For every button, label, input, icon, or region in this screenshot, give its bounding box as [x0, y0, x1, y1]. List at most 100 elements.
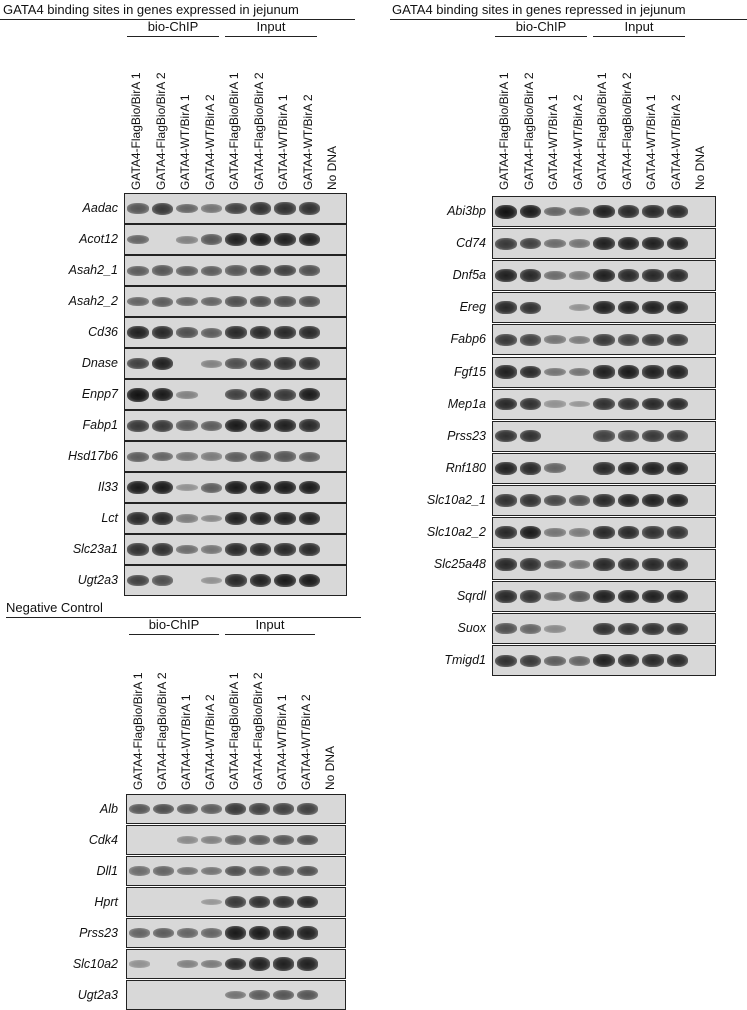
lane-label: GATA4-WT/BirA 1	[179, 694, 193, 790]
gene-label: Asah2_1	[68, 263, 118, 277]
gel-band	[127, 574, 149, 587]
gel-band	[568, 400, 590, 408]
gel-band	[298, 573, 320, 588]
gel-band	[274, 202, 296, 215]
gel-band	[495, 204, 517, 219]
gel-band	[666, 430, 688, 443]
gel-band	[201, 866, 222, 876]
gel-band	[274, 232, 296, 247]
gel-band	[593, 269, 615, 283]
gel-band	[666, 236, 688, 251]
gel-band	[617, 493, 639, 507]
gel-band	[127, 265, 149, 276]
lane-label: GATA4-WT/BirA 1	[178, 94, 192, 190]
lane-label: No DNA	[323, 745, 337, 790]
gel-band	[593, 493, 615, 507]
gel-band	[153, 866, 174, 876]
gel-band	[495, 623, 517, 635]
gel-band	[519, 365, 541, 379]
gel-band	[249, 451, 271, 462]
gel-band	[274, 357, 296, 370]
gel-band	[298, 232, 320, 247]
gel-band	[225, 451, 247, 462]
lane-label: GATA4-WT/BirA 1	[644, 94, 658, 190]
gel-strip	[126, 794, 346, 824]
gel-band	[151, 296, 173, 307]
title-rule	[6, 617, 361, 618]
gel-band	[249, 990, 270, 1000]
gel-band	[129, 960, 150, 968]
gel-band	[225, 232, 247, 247]
gel-band	[593, 301, 615, 315]
panel-title: GATA4 binding sites in genes repressed i…	[392, 2, 686, 17]
gel-band	[176, 420, 198, 431]
gene-label: Dnase	[81, 356, 118, 370]
gel-band	[666, 365, 688, 379]
gel-band	[151, 419, 173, 432]
gene-label: Hprt	[94, 895, 118, 909]
gel-band	[642, 333, 664, 346]
gel-band	[495, 237, 517, 250]
gel-band	[617, 558, 639, 571]
gel-band	[297, 957, 318, 971]
gel-band	[274, 451, 296, 462]
gene-label: Slc10a2_1	[426, 492, 486, 507]
gene-label: Suox	[457, 621, 487, 636]
gel-band	[544, 463, 566, 474]
gel-strip	[124, 255, 347, 286]
gel-strip	[124, 410, 347, 441]
gel-band	[642, 236, 664, 251]
gel-band	[642, 205, 664, 218]
gene-label: Ugt2a3	[77, 988, 118, 1002]
panel-title: GATA4 binding sites in genes expressed i…	[3, 2, 299, 17]
gene-label: Ugt2a3	[77, 573, 118, 587]
gel-band	[593, 461, 615, 475]
gel-band	[200, 452, 222, 461]
gel-band	[495, 333, 517, 346]
gene-label: Prss23	[447, 428, 486, 443]
gel-band	[151, 387, 173, 402]
gel-band	[127, 419, 149, 432]
gel-band	[225, 835, 246, 845]
gene-label: Cd36	[88, 325, 118, 339]
lane-label: GATA4-FlagBio/BirA 1	[227, 72, 241, 190]
gel-band	[519, 269, 541, 283]
gel-band	[200, 327, 222, 338]
gel-band	[249, 511, 271, 526]
gel-band	[225, 574, 247, 587]
gel-band	[666, 493, 688, 507]
gel-band	[200, 576, 222, 585]
gel-band	[495, 494, 517, 507]
gel-strip	[492, 613, 716, 645]
lane-label: GATA4-FlagBio/BirA 1	[497, 72, 511, 190]
gel-band	[568, 494, 590, 506]
gene-label: Acot12	[79, 232, 118, 246]
gel-band	[495, 558, 517, 571]
group-label-input: Input	[624, 19, 654, 34]
gel-band	[273, 895, 294, 909]
gel-band	[127, 480, 149, 495]
lane-label: GATA4-FlagBio/BirA 1	[131, 672, 145, 790]
gel-band	[151, 575, 173, 586]
gel-band	[225, 326, 247, 339]
gel-band	[127, 387, 149, 402]
gel-band	[201, 959, 222, 969]
lane-label: GATA4-WT/BirA 2	[668, 94, 683, 190]
gel-band	[666, 333, 688, 346]
gel-strip	[126, 980, 346, 1010]
gel-band	[176, 327, 198, 338]
lane-label: GATA4-WT/BirA 2	[299, 694, 313, 790]
group-underline	[225, 36, 317, 37]
gel-band	[249, 202, 271, 215]
gel-band	[176, 235, 198, 244]
gel-band	[642, 301, 664, 315]
gel-band	[593, 397, 615, 411]
gel-band	[225, 358, 247, 369]
gel-band	[617, 654, 639, 668]
gel-band	[249, 232, 271, 247]
gel-band	[200, 482, 222, 493]
gel-strip	[492, 228, 716, 260]
gel-band	[177, 803, 198, 815]
gel-band	[273, 834, 294, 846]
gene-label: Asah2_2	[68, 294, 118, 308]
